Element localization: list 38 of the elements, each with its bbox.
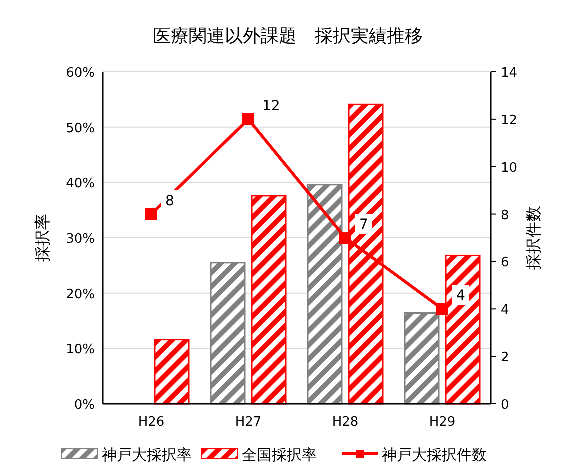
x-tick-label: H28: [332, 415, 359, 430]
x-tick-label: H29: [429, 415, 456, 430]
y2-tick-label: 12: [501, 113, 518, 128]
y-tick-label: 20%: [66, 287, 95, 302]
chart-title: 医療関連以外課題 採択実績推移: [153, 26, 423, 47]
y-tick-label: 60%: [66, 66, 95, 81]
y-tick-label: 30%: [66, 232, 95, 247]
y2-axis-title: 採択件数: [524, 206, 543, 270]
bar: [154, 339, 190, 405]
y-tick-label: 10%: [66, 342, 95, 358]
point: [436, 303, 448, 316]
point: [146, 208, 158, 220]
x-tick-label: H27: [235, 415, 262, 430]
point: [340, 232, 352, 244]
y2-tick-label: 6: [501, 256, 510, 271]
bar: [307, 184, 343, 405]
x-tick-label: H26: [138, 415, 165, 430]
data-label: 8: [166, 193, 174, 210]
bar: [404, 312, 440, 405]
bar: [210, 262, 246, 405]
legend-label: 神戸大採択件数: [382, 446, 487, 464]
y2-tick-label: 8: [501, 208, 510, 224]
y2-tick-label: 2: [501, 350, 510, 366]
point: [242, 113, 254, 126]
y-axis-title: 採択率: [33, 214, 52, 262]
legend-label: 全国採択率: [242, 446, 317, 464]
y-tick-label: 40%: [66, 176, 95, 192]
data-label: 7: [360, 217, 368, 233]
legend-label: 神戸大採択率: [102, 446, 192, 464]
data-label: 4: [456, 288, 466, 304]
y-tick-label: 50%: [66, 121, 95, 136]
y-tick-label: 0%: [74, 398, 95, 413]
bar: [251, 195, 287, 405]
y2-tick-label: 10: [501, 160, 518, 176]
y2-tick-label: 0: [501, 398, 510, 413]
y2-tick-label: 14: [501, 66, 518, 81]
y2-tick-label: 4: [501, 303, 510, 318]
data-label: 12: [262, 98, 280, 114]
